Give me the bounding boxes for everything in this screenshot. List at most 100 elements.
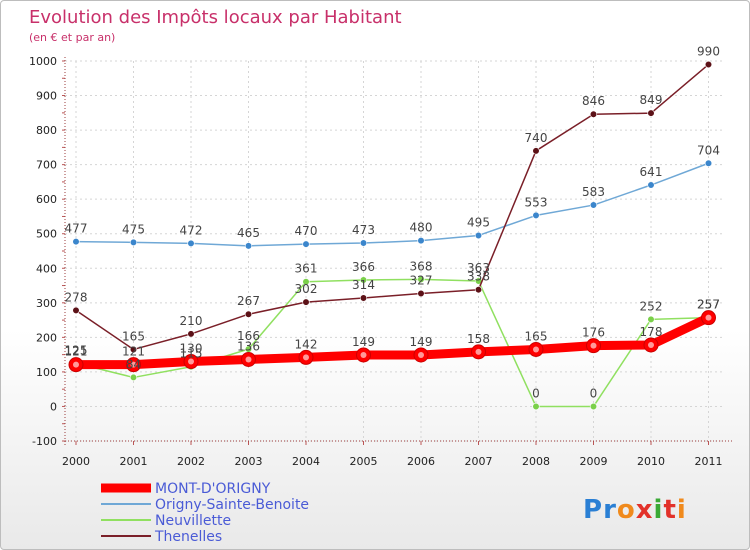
data-point: [532, 147, 540, 155]
data-point-highlight: [705, 314, 712, 321]
data-label: 338: [467, 270, 490, 284]
data-point: [532, 211, 540, 220]
axes: -100010020030040050060070080090010002000…: [29, 55, 733, 468]
series-line-3: [75, 63, 710, 351]
data-point: [417, 289, 425, 298]
data-point: [417, 275, 425, 283]
x-tick-label: 2009: [580, 455, 608, 468]
logo-letter: P: [583, 495, 603, 525]
x-tick-label: 2006: [407, 455, 435, 468]
data-point: [647, 181, 655, 189]
data-label: 465: [237, 226, 260, 240]
data-label: 125: [65, 343, 88, 357]
series: [68, 60, 716, 411]
y-tick-label: 0: [50, 400, 57, 413]
y-tick-label: 600: [36, 193, 57, 206]
y-tick-label: 800: [36, 124, 57, 137]
x-tick-label: 2011: [695, 455, 723, 468]
data-label: 257: [697, 298, 720, 312]
data-point: [129, 373, 138, 382]
logo-text: Proxiti: [583, 495, 687, 525]
y-tick-label: 400: [36, 262, 57, 275]
data-point: [302, 240, 310, 248]
series-line-1: [75, 162, 710, 247]
data-label: 363: [467, 261, 490, 275]
data-label: 121: [65, 345, 88, 359]
data-label: 990: [697, 44, 720, 58]
data-point: [359, 239, 368, 247]
legend-label: Neuvillette: [155, 513, 231, 529]
data-label: 480: [410, 221, 433, 235]
data-point: [589, 402, 598, 411]
y-tick-label: 100: [36, 366, 57, 379]
data-label: 470: [295, 224, 318, 238]
data-label: 121: [122, 345, 145, 359]
data-point-highlight: [590, 342, 597, 349]
data-point: [302, 298, 310, 306]
data-label: 210: [180, 314, 203, 328]
logo-letter: o: [617, 495, 636, 525]
data-label: 553: [525, 195, 548, 209]
legend-label: MONT-D'ORIGNY: [155, 481, 271, 497]
data-label: 704: [697, 143, 720, 157]
data-label: 0: [590, 386, 598, 400]
data-label: 165: [525, 329, 548, 343]
logo-letter: x: [636, 495, 654, 525]
data-point: [72, 238, 80, 246]
data-point-highlight: [533, 346, 539, 353]
y-tick-label: 900: [36, 90, 57, 103]
x-tick-label: 2008: [522, 455, 550, 468]
data-label: 166: [237, 329, 260, 343]
logo-letter: t: [663, 495, 676, 525]
data-point: [417, 237, 425, 245]
data-point: [532, 402, 540, 411]
data-label: 366: [352, 260, 375, 274]
data-point: [244, 242, 253, 250]
logo-letter: i: [677, 495, 687, 525]
data-point: [72, 306, 80, 315]
data-label: 257: [697, 298, 720, 312]
data-point: [589, 201, 598, 209]
data-point-highlight: [418, 351, 424, 358]
data-label: 142: [295, 337, 318, 351]
data-point: [129, 345, 138, 354]
data-point-highlight: [303, 354, 309, 361]
data-label: 84: [126, 357, 141, 371]
data-label: 472: [180, 223, 203, 237]
data-point: [474, 286, 483, 294]
y-tick-label: -100: [32, 435, 57, 448]
data-label: 327: [410, 273, 433, 287]
x-tick-label: 2002: [177, 455, 205, 468]
data-label: 473: [352, 223, 375, 237]
data-point: [474, 231, 483, 240]
chart-title: Evolution des Impôts locaux par Habitant: [29, 7, 402, 28]
y-tick-label: 1000: [29, 55, 57, 68]
x-tick-label: 2010: [637, 455, 665, 468]
data-point-highlight: [130, 361, 137, 368]
data-label: 267: [237, 294, 260, 308]
chart-subtitle: (en € et par an): [29, 31, 115, 44]
x-tick-label: 2003: [235, 455, 263, 468]
data-label: 158: [467, 332, 490, 346]
y-tick-label: 300: [36, 297, 57, 310]
x-tick-label: 2001: [120, 455, 148, 468]
data-label: 165: [122, 329, 145, 343]
data-label: 0: [532, 386, 540, 400]
data-label: 583: [582, 185, 605, 199]
legend: MONT-D'ORIGNYOrigny-Sainte-BenoiteNeuvil…: [101, 481, 309, 545]
data-point: [302, 278, 310, 286]
y-tick-label: 200: [36, 331, 57, 344]
x-tick-label: 2007: [465, 455, 493, 468]
data-label: 314: [352, 278, 375, 292]
data-point: [187, 239, 195, 247]
x-tick-label: 2005: [350, 455, 378, 468]
data-point: [359, 276, 368, 284]
data-point: [359, 294, 368, 302]
data-point: [129, 238, 138, 246]
data-point: [704, 159, 713, 167]
data-label: 368: [410, 259, 433, 273]
legend-label: Thenelles: [154, 529, 222, 545]
data-label: 361: [295, 262, 318, 276]
